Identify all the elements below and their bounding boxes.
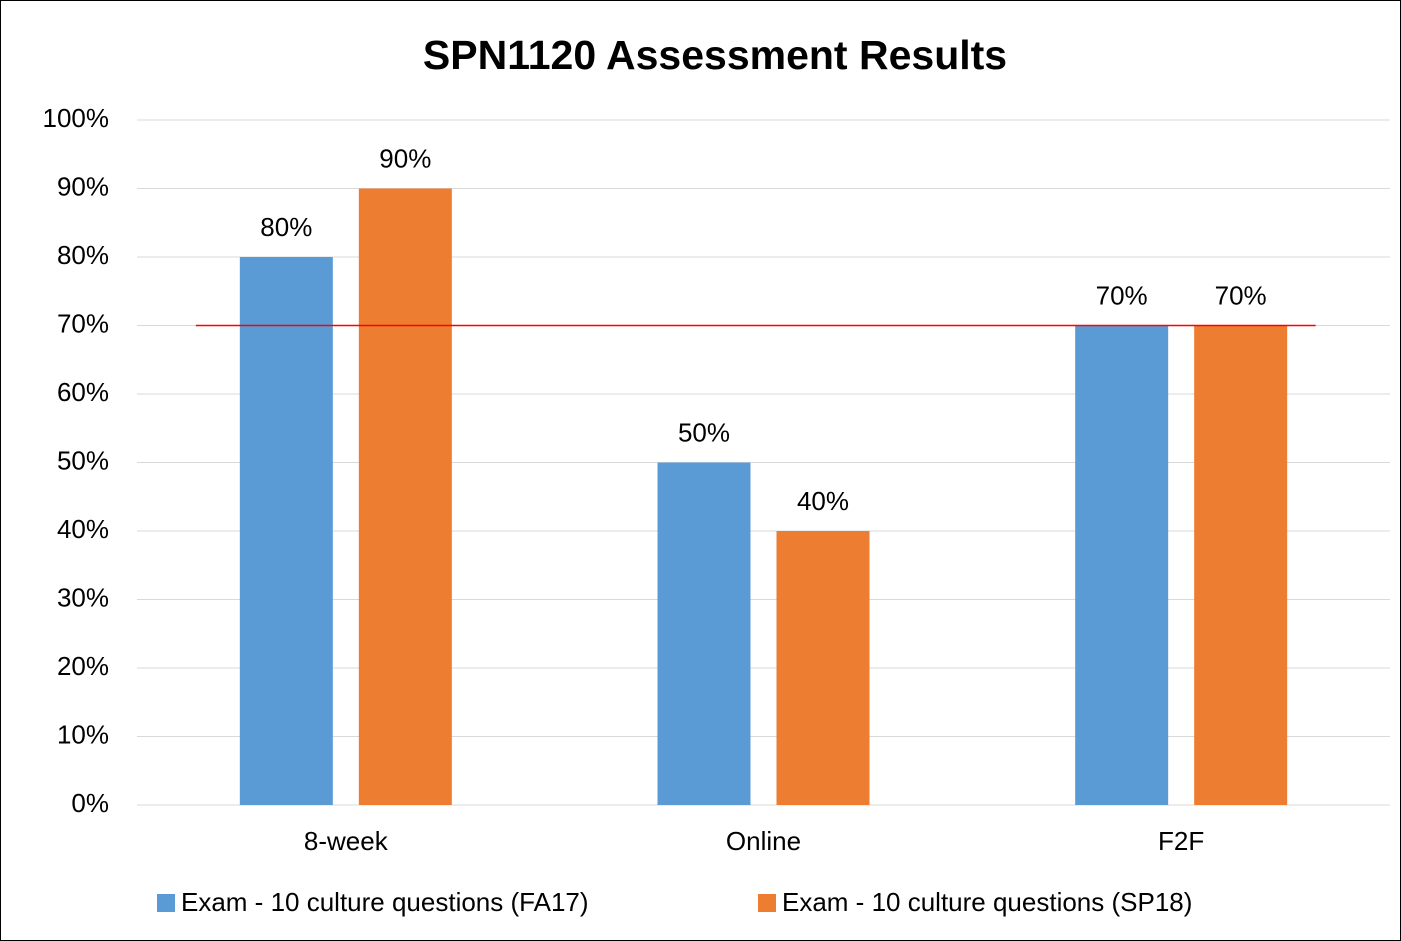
y-tick-label: 0% [71,788,109,818]
y-tick-label: 20% [57,651,109,681]
y-tick-label: 100% [43,103,110,133]
data-label: 90% [379,143,431,173]
bar [657,462,751,805]
bar [1194,325,1288,805]
y-tick-label: 50% [57,445,109,475]
data-label: 70% [1215,280,1267,310]
bar [358,188,452,805]
y-tick-label: 10% [57,719,109,749]
data-label: 50% [678,417,730,447]
y-tick-label: 70% [57,308,109,338]
legend-swatch [758,894,776,912]
legend-label: Exam - 10 culture questions (FA17) [181,887,589,917]
bar [1075,325,1169,805]
legend-label: Exam - 10 culture questions (SP18) [782,887,1192,917]
y-tick-label: 30% [57,582,109,612]
y-tick-label: 80% [57,240,109,270]
y-tick-label: 60% [57,377,109,407]
data-label: 40% [797,486,849,516]
x-tick-label: Online [726,826,801,856]
data-label: 80% [260,212,312,242]
y-tick-label: 40% [57,514,109,544]
x-tick-label: F2F [1158,826,1204,856]
y-tick-label: 90% [57,171,109,201]
bar [776,531,870,805]
chart-title: SPN1120 Assessment Results [423,32,1007,78]
legend-swatch [157,894,175,912]
bar [239,257,333,805]
data-label: 70% [1096,280,1148,310]
x-tick-label: 8-week [304,826,389,856]
